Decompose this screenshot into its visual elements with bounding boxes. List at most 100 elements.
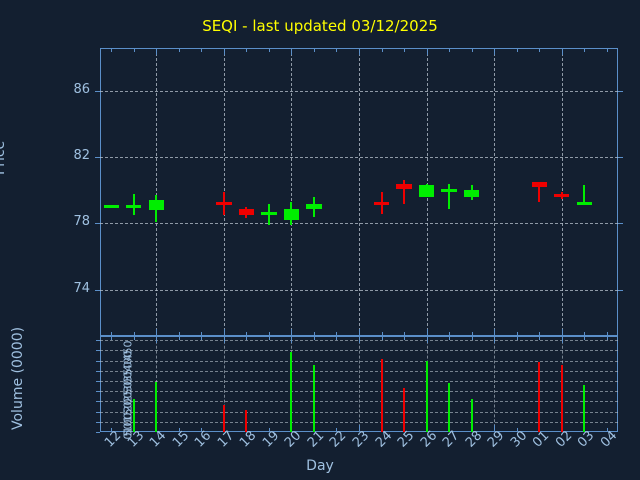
price-axis-tick xyxy=(618,91,623,93)
volume-axis-tick xyxy=(156,336,158,343)
candle-wick xyxy=(403,180,406,204)
price-axis-tick xyxy=(336,48,338,52)
price-axis-tick xyxy=(584,332,586,336)
volume-bar xyxy=(312,364,315,432)
day-axis-title: Day xyxy=(306,458,334,474)
volume-axis-tick xyxy=(178,428,180,432)
volume-axis-tick xyxy=(404,336,406,340)
price-axis-tick xyxy=(156,329,158,336)
volume-bar xyxy=(470,399,473,432)
price-axis-tick xyxy=(359,48,360,55)
volume-bar xyxy=(155,381,158,432)
volume-axis-tick xyxy=(584,336,586,340)
price-axis-label: 86 xyxy=(73,82,90,98)
volume-axis-tick xyxy=(561,336,563,343)
candle-body xyxy=(418,185,435,197)
volume-bar xyxy=(425,360,428,432)
volume-bar xyxy=(538,361,541,432)
volume-axis-tick xyxy=(201,336,203,340)
price-gridline-vertical xyxy=(291,48,293,336)
price-axis-tick xyxy=(516,332,518,336)
price-axis-tick xyxy=(471,48,473,52)
price-axis-tick xyxy=(426,329,428,336)
volume-axis-tick xyxy=(381,336,383,340)
candle-body xyxy=(531,182,547,188)
price-axis-tick xyxy=(618,157,623,159)
price-axis-tick xyxy=(404,332,406,336)
volume-axis-tick xyxy=(606,428,608,432)
price-axis-tick xyxy=(606,332,608,336)
volume-axis-tick xyxy=(359,425,360,432)
volume-axis-tick xyxy=(313,336,315,340)
price-axis-tick xyxy=(516,48,518,52)
volume-axis-tick xyxy=(516,336,518,340)
volume-bar xyxy=(560,364,563,432)
price-axis-tick xyxy=(313,332,315,336)
candle-body xyxy=(103,205,119,209)
price-axis-label: 82 xyxy=(73,148,90,164)
candle-body xyxy=(576,201,592,205)
volume-bar xyxy=(448,382,451,432)
price-axis-label: 78 xyxy=(73,214,90,230)
candle-body xyxy=(126,205,142,209)
volume-axis-tick xyxy=(336,336,338,340)
price-axis-tick xyxy=(178,48,180,52)
candle-wick xyxy=(583,185,586,202)
price-axis-tick xyxy=(111,332,113,336)
price-axis-tick xyxy=(111,48,113,52)
volume-axis-tick xyxy=(111,428,113,432)
volume-axis-tick xyxy=(96,411,100,413)
price-axis-tick xyxy=(95,91,100,93)
volume-axis-tick xyxy=(426,336,428,343)
price-axis-label: 74 xyxy=(73,280,90,296)
candle-body xyxy=(554,193,570,197)
price-axis-tick xyxy=(223,48,225,55)
chart-title: SEQI - last updated 03/12/2025 xyxy=(202,17,438,35)
volume-bar xyxy=(222,405,225,432)
price-axis-tick xyxy=(246,48,248,52)
volume-axis-tick xyxy=(268,336,270,340)
price-axis-tick xyxy=(133,332,135,336)
volume-axis-tick xyxy=(96,380,100,382)
volume-axis-tick xyxy=(96,370,100,372)
price-axis-tick xyxy=(336,332,338,336)
volume-axis-tick xyxy=(96,360,100,362)
volume-axis-tick xyxy=(96,350,100,352)
volume-axis-tick xyxy=(96,340,100,342)
volume-bar xyxy=(245,409,248,432)
volume-axis-tick xyxy=(471,336,473,340)
volume-axis-tick xyxy=(96,432,100,433)
price-axis-tick xyxy=(223,329,225,336)
price-axis-tick xyxy=(313,48,315,52)
price-gridline-vertical xyxy=(359,48,360,336)
volume-bar xyxy=(132,399,135,432)
price-gridline-vertical xyxy=(494,48,496,336)
price-axis-tick xyxy=(201,48,203,52)
candle-body xyxy=(283,208,300,221)
price-axis-tick xyxy=(268,48,270,52)
volume-axis-tick xyxy=(291,336,293,343)
volume-axis-tick xyxy=(359,336,360,343)
price-axis-title: Price xyxy=(0,140,8,175)
candle-body xyxy=(306,203,322,209)
price-axis-tick xyxy=(95,223,100,225)
price-axis-tick xyxy=(606,48,608,52)
volume-axis-tick xyxy=(449,336,451,340)
volume-bar xyxy=(290,352,293,432)
candle-body xyxy=(396,183,412,189)
volume-axis-tick xyxy=(133,336,135,340)
price-axis-tick xyxy=(381,332,383,336)
price-axis-tick xyxy=(95,289,100,291)
volume-bar xyxy=(583,385,586,432)
volume-bar xyxy=(403,388,406,432)
volume-gridline-vertical xyxy=(223,336,225,432)
candle-wick xyxy=(132,193,135,216)
volume-gridline-vertical xyxy=(359,336,360,432)
candle-body xyxy=(216,201,232,205)
price-axis-tick xyxy=(178,332,180,336)
volume-axis-tick xyxy=(516,428,518,432)
price-axis-tick xyxy=(201,332,203,336)
price-axis-tick xyxy=(561,329,563,336)
price-axis-tick xyxy=(268,332,270,336)
